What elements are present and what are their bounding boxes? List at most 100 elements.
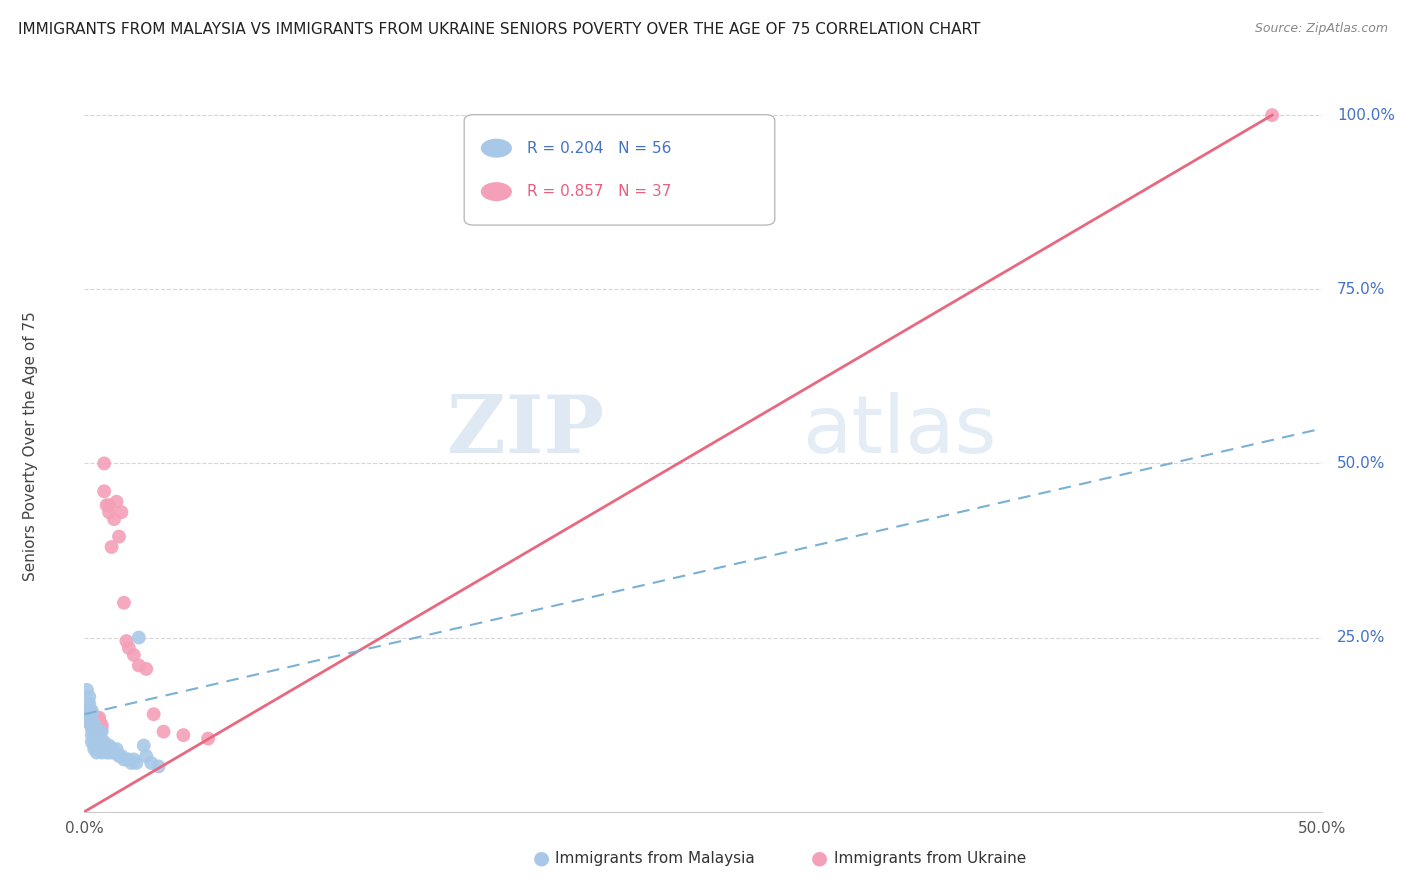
Point (1261, 108, 1284, 122)
Point (89, 742, 111, 756)
Point (86, 746, 108, 760)
Point (80, 714, 103, 728)
Text: ●: ● (533, 848, 550, 868)
Point (110, 505, 132, 519)
Point (83, 739, 105, 753)
Point (128, 631, 150, 645)
Point (118, 640, 141, 655)
Point (76, 697, 98, 711)
Point (90, 724, 112, 739)
Point (86, 721, 108, 735)
Text: 100.0%: 100.0% (1337, 108, 1395, 122)
Point (83, 728, 105, 742)
Point (105, 742, 128, 756)
Point (90, 735, 112, 749)
Point (76, 682, 98, 697)
Text: Immigrants from Malaysia: Immigrants from Malaysia (555, 851, 755, 865)
Point (96, 498, 118, 512)
Point (76, 714, 98, 728)
Point (80, 707, 103, 722)
Point (83, 717, 105, 731)
FancyBboxPatch shape (464, 115, 775, 225)
Point (83, 742, 105, 756)
Point (115, 752, 138, 766)
Point (79, 697, 101, 711)
Point (83, 731, 105, 746)
Point (93, 484, 115, 499)
Point (90, 721, 112, 735)
Point (100, 540, 122, 554)
Point (86, 724, 108, 739)
Point (105, 494, 128, 508)
Point (100, 746, 122, 760)
Point (98, 739, 121, 753)
Point (93, 735, 115, 749)
Point (80, 714, 103, 728)
Point (89, 731, 111, 746)
Text: atlas: atlas (801, 392, 997, 470)
Circle shape (481, 183, 512, 201)
Point (89, 714, 111, 728)
Point (108, 749, 131, 764)
Point (83, 724, 105, 739)
Point (103, 512, 125, 526)
Point (86, 717, 108, 731)
Point (98, 498, 121, 512)
Point (96, 742, 118, 756)
Point (108, 530, 131, 544)
Point (112, 752, 135, 766)
Text: IMMIGRANTS FROM MALAYSIA VS IMMIGRANTS FROM UKRAINE SENIORS POVERTY OVER THE AGE: IMMIGRANTS FROM MALAYSIA VS IMMIGRANTS F… (18, 22, 980, 37)
Point (152, 724, 174, 739)
Point (80, 721, 103, 735)
Point (83, 721, 105, 735)
Point (148, 759, 170, 773)
Point (120, 756, 142, 770)
Point (122, 648, 145, 662)
Point (79, 714, 101, 728)
Point (98, 505, 121, 519)
Point (80, 711, 103, 725)
Point (80, 721, 103, 735)
Point (90, 717, 112, 731)
Text: R = 0.857   N = 37: R = 0.857 N = 37 (527, 184, 672, 199)
Point (118, 752, 141, 766)
Text: R = 0.204   N = 56: R = 0.204 N = 56 (527, 141, 672, 156)
Point (86, 735, 108, 749)
Point (89, 711, 111, 725)
Point (132, 739, 155, 753)
Point (90, 746, 112, 760)
Point (86, 711, 108, 725)
Point (112, 596, 135, 610)
Point (141, 756, 163, 770)
Point (86, 742, 108, 756)
Point (80, 735, 103, 749)
Text: Seniors Poverty Over the Age of 75: Seniors Poverty Over the Age of 75 (24, 311, 38, 581)
Text: 25.0%: 25.0% (1337, 630, 1385, 645)
Point (79, 711, 101, 725)
Point (89, 724, 111, 739)
Text: Source: ZipAtlas.com: Source: ZipAtlas.com (1254, 22, 1388, 36)
Point (80, 704, 103, 718)
Text: 75.0%: 75.0% (1337, 282, 1385, 297)
Point (83, 724, 105, 739)
Point (103, 746, 125, 760)
Point (115, 634, 138, 648)
Point (79, 714, 101, 728)
Text: 50.0%: 50.0% (1337, 456, 1385, 471)
Circle shape (481, 139, 512, 157)
Point (79, 704, 101, 718)
Point (76, 714, 98, 728)
Point (135, 662, 157, 676)
Point (80, 714, 103, 728)
Point (93, 742, 115, 756)
Point (98, 746, 121, 760)
Point (93, 457, 115, 471)
Point (79, 707, 101, 722)
Point (100, 742, 122, 756)
Point (96, 746, 118, 760)
Point (79, 704, 101, 718)
Point (80, 728, 103, 742)
Point (125, 756, 148, 770)
Text: ZIP: ZIP (447, 392, 605, 470)
Point (79, 690, 101, 704)
